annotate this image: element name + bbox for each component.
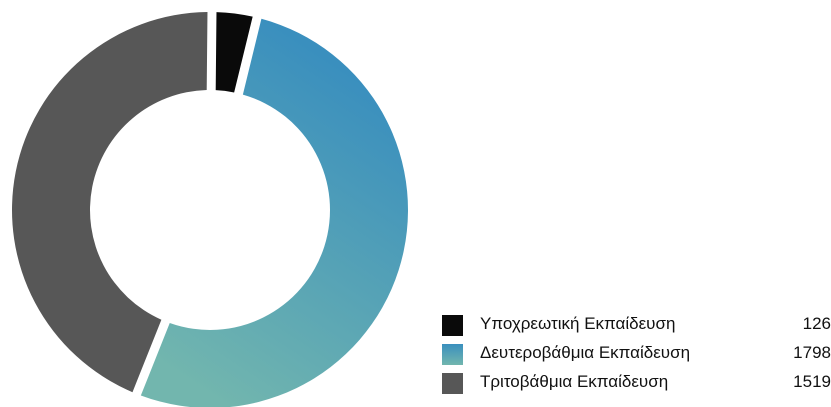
legend-value: 1519 bbox=[793, 372, 831, 391]
donut-slice-1 bbox=[215, 12, 253, 93]
legend-item: Υποχρεωτική Εκπαίδευση 126 bbox=[442, 314, 831, 343]
legend-swatch bbox=[442, 344, 463, 365]
legend-item: Δευτεροβάθμια Εκπαίδευση 1798 bbox=[442, 343, 831, 372]
legend-label: Δευτεροβάθμια Εκπαίδευση bbox=[480, 343, 691, 362]
legend-label: Υποχρεωτική Εκπαίδευση bbox=[480, 314, 676, 333]
donut-slice-3 bbox=[12, 12, 208, 393]
legend-swatch bbox=[442, 373, 463, 394]
donut-slice-2 bbox=[140, 18, 408, 407]
legend-label: Τριτοβάθμια Εκπαίδευση bbox=[480, 372, 669, 391]
legend-item: Τριτοβάθμια Εκπαίδευση 1519 bbox=[442, 372, 831, 401]
legend-value: 1798 bbox=[793, 343, 831, 362]
legend-swatch bbox=[442, 315, 463, 336]
legend: Υποχρεωτική Εκπαίδευση 126 Δευτεροβάθμια… bbox=[442, 314, 831, 401]
legend-value: 126 bbox=[802, 314, 831, 333]
